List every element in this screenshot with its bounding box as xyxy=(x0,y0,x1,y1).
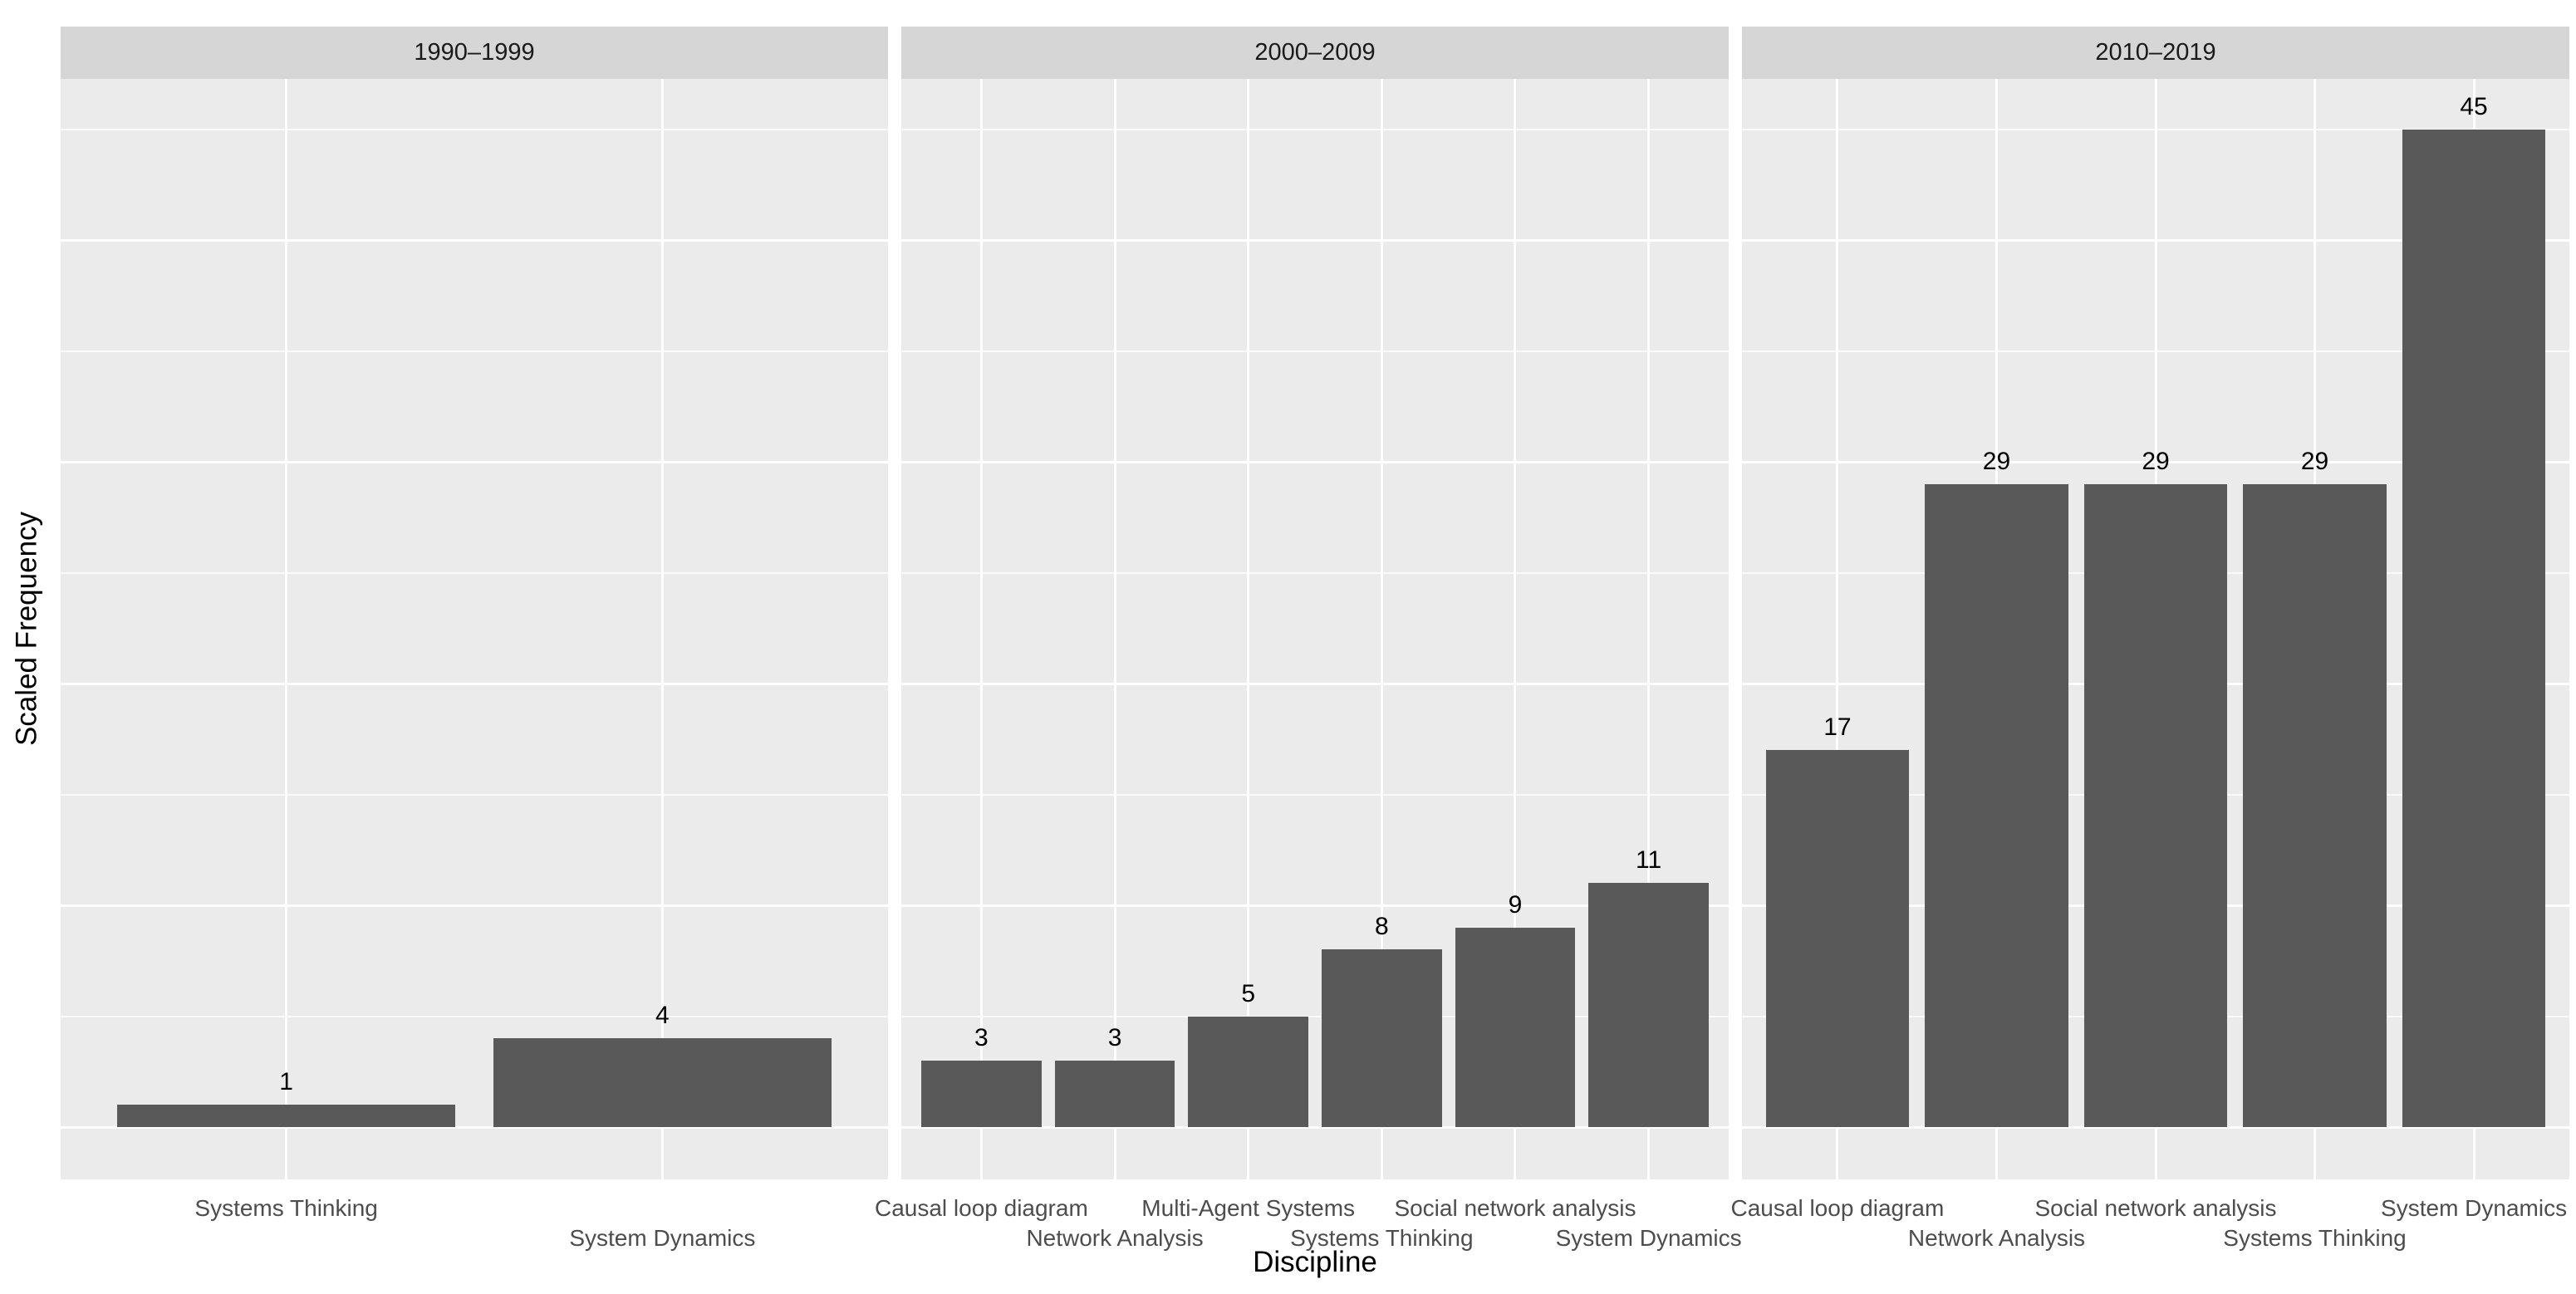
bar-value-label: 29 xyxy=(2142,447,2170,475)
gridline-major-horizontal xyxy=(61,239,888,242)
bar-value-label: 8 xyxy=(1374,913,1389,941)
x-tick-label: Systems Thinking xyxy=(1290,1225,1474,1251)
facet-panel xyxy=(1742,79,2569,1179)
bar xyxy=(2402,129,2546,1127)
gridline-major-horizontal xyxy=(901,1126,1729,1129)
facet-strip-label: 2000–2009 xyxy=(1254,39,1376,66)
gridline-major-horizontal xyxy=(901,239,1729,242)
bar xyxy=(2083,483,2228,1127)
gridline-major-horizontal xyxy=(61,683,888,685)
y-axis-title: Scaled Frequency xyxy=(10,511,43,747)
facet-strip-label: 2010–2019 xyxy=(2095,39,2216,66)
bar-value-label: 11 xyxy=(1636,846,1662,875)
bar xyxy=(1588,883,1709,1127)
bar-value-label: 45 xyxy=(2460,92,2488,120)
bar-value-label: 1 xyxy=(279,1068,293,1096)
x-tick-label: Systems Thinking xyxy=(194,1195,378,1221)
gridline-minor-horizontal xyxy=(61,571,888,574)
bar xyxy=(1455,927,1576,1127)
x-tick-label: Systems Thinking xyxy=(2223,1225,2407,1251)
gridline-major-horizontal xyxy=(901,904,1729,907)
bar-value-label: 17 xyxy=(1823,713,1852,742)
gridline-major-vertical xyxy=(1514,79,1517,1179)
bar xyxy=(921,1060,1042,1127)
gridline-major-horizontal xyxy=(61,904,888,907)
gridline-major-horizontal xyxy=(61,1126,888,1129)
gridline-major-vertical xyxy=(1247,79,1250,1179)
gridline-major-vertical xyxy=(1647,79,1651,1179)
gridline-major-vertical xyxy=(285,79,288,1179)
bar-value-label: 29 xyxy=(2300,447,2329,475)
gridline-minor-horizontal xyxy=(901,128,1729,130)
gridline-major-vertical xyxy=(660,79,664,1179)
gridline-major-vertical xyxy=(1380,79,1383,1179)
bar xyxy=(1925,483,2068,1127)
gridline-major-horizontal xyxy=(901,461,1729,463)
gridline-major-horizontal xyxy=(61,461,888,463)
bar xyxy=(2243,483,2387,1127)
bar xyxy=(493,1038,832,1127)
gridline-minor-horizontal xyxy=(61,1015,888,1017)
x-tick-label: System Dynamics xyxy=(2381,1195,2568,1221)
gridline-minor-horizontal xyxy=(901,793,1729,796)
bar-value-label: 9 xyxy=(1508,890,1523,919)
bar-value-label: 3 xyxy=(974,1023,989,1051)
facet-strip-label: 1990–1999 xyxy=(414,39,535,66)
x-tick-label: Network Analysis xyxy=(1907,1225,2086,1251)
bar xyxy=(1054,1060,1175,1127)
bar-value-label: 5 xyxy=(1241,979,1256,1007)
gridline-major-vertical xyxy=(1113,79,1116,1179)
bar-value-label: 4 xyxy=(655,1002,670,1030)
gridline-major-vertical xyxy=(979,79,983,1179)
gridline-major-horizontal xyxy=(901,683,1729,685)
x-axis-title: Discipline xyxy=(1253,1246,1377,1278)
x-tick-label: System Dynamics xyxy=(1555,1225,1742,1251)
facet-strip: 1990–1999 xyxy=(61,27,888,79)
bar xyxy=(1322,949,1442,1127)
facet-strip: 2000–2009 xyxy=(901,27,1729,79)
facet-panel xyxy=(61,79,888,1179)
x-tick-label: Multi-Agent Systems xyxy=(1141,1195,1356,1221)
x-tick-label: Causal loop diagram xyxy=(1730,1195,1945,1221)
x-tick-label: Causal loop diagram xyxy=(874,1195,1088,1221)
x-tick-label: Social network analysis xyxy=(1394,1195,1636,1221)
gridline-minor-horizontal xyxy=(901,571,1729,574)
gridline-major-vertical xyxy=(1836,79,1839,1179)
facet-panel xyxy=(901,79,1729,1179)
bar-value-label: 29 xyxy=(1982,447,2011,475)
bar-value-label: 3 xyxy=(1107,1023,1122,1051)
gridline-minor-horizontal xyxy=(61,350,888,352)
gridline-minor-horizontal xyxy=(901,1015,1729,1017)
bar xyxy=(1765,750,1910,1127)
x-tick-label: System Dynamics xyxy=(569,1225,756,1251)
bar xyxy=(116,1105,456,1127)
gridline-minor-horizontal xyxy=(61,128,888,130)
gridline-minor-horizontal xyxy=(901,350,1729,352)
facet-strip: 2010–2019 xyxy=(1742,27,2569,79)
x-tick-label: Social network analysis xyxy=(2034,1195,2277,1221)
gridline-minor-horizontal xyxy=(61,793,888,796)
bar xyxy=(1188,1016,1308,1127)
x-tick-label: Network Analysis xyxy=(1026,1225,1204,1251)
